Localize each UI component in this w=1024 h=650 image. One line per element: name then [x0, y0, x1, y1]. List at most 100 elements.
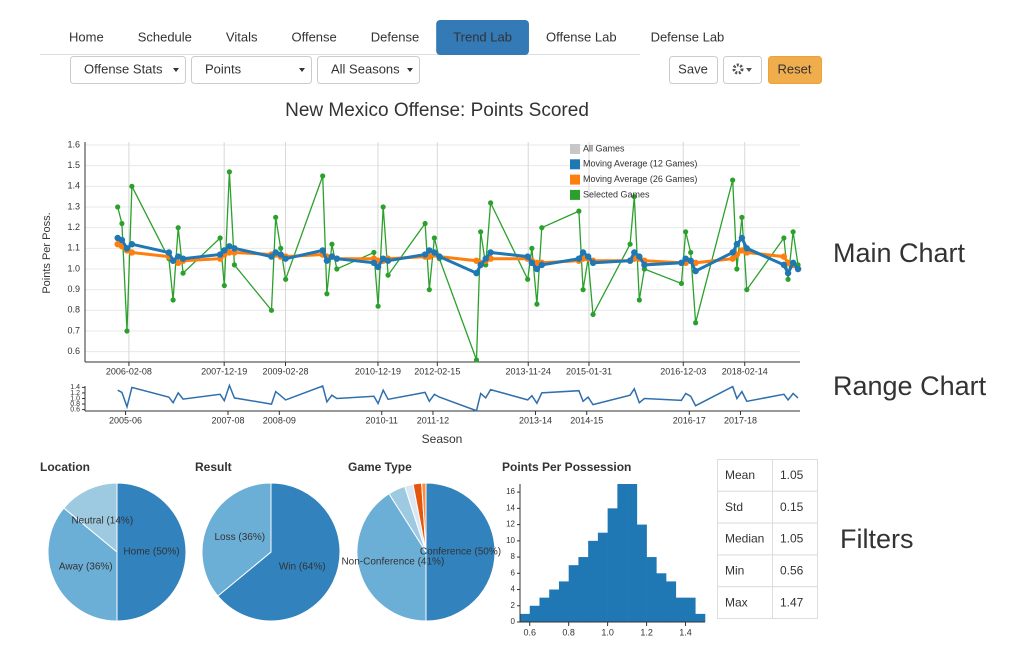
- y-tick-label: 1.0: [70, 395, 80, 402]
- legend-label: All Games: [583, 143, 625, 153]
- annotation: Range Chart: [833, 371, 987, 401]
- data-point: [124, 328, 130, 334]
- pie-slice: [421, 482, 427, 553]
- table-text: 1.47: [780, 595, 804, 609]
- data-point: [216, 251, 224, 258]
- data-point: [524, 253, 531, 260]
- x-tick-label: 2007-08: [211, 415, 244, 425]
- data-point: [324, 291, 330, 297]
- y-tick-label: 0.9: [67, 284, 80, 294]
- pie-label: Loss (36%): [214, 532, 265, 543]
- histogram-bar: [578, 557, 589, 622]
- data-point: [277, 251, 284, 258]
- pie-label: Neutral (14%): [71, 515, 133, 526]
- button-label: Save: [678, 61, 708, 76]
- data-point: [734, 266, 740, 272]
- table-cell: [772, 522, 818, 556]
- data-point: [226, 249, 233, 256]
- pie-slice: [47, 507, 118, 622]
- pie-slice: [116, 482, 187, 622]
- pie-label: Conference (50%): [420, 547, 501, 558]
- x-tick-label: 2015-01-31: [566, 366, 612, 376]
- x-tick-label: 2014-15: [570, 415, 603, 425]
- data-point: [785, 276, 791, 282]
- y-tick-label: 12: [506, 520, 515, 529]
- histogram-bar: [685, 597, 696, 622]
- nav-tab[interactable]: Vitals: [226, 29, 258, 44]
- nav-tab[interactable]: Trend Lab: [436, 20, 529, 55]
- data-point: [421, 251, 429, 258]
- select[interactable]: All Seasons: [317, 56, 420, 84]
- histogram-bar: [568, 565, 579, 622]
- data-point: [436, 253, 443, 260]
- data-point: [426, 287, 432, 293]
- data-point: [320, 173, 326, 179]
- data-point: [477, 261, 484, 269]
- histogram-bar: [607, 508, 618, 622]
- caret: [746, 68, 752, 72]
- pie-slice: [63, 482, 118, 554]
- data-point: [231, 245, 238, 252]
- data-point: [682, 255, 689, 262]
- data-point: [683, 229, 689, 235]
- data-point: [165, 249, 173, 256]
- nav-tab[interactable]: Home: [69, 29, 104, 44]
- select[interactable]: Points: [191, 56, 312, 84]
- data-point: [380, 204, 386, 210]
- data-point: [744, 287, 750, 293]
- data-point: [169, 257, 177, 264]
- histogram-bar: [675, 597, 686, 622]
- x-tick-label: 2013-14: [519, 415, 552, 425]
- y-tick-label: 4: [511, 585, 516, 594]
- data-point: [278, 245, 284, 251]
- table-text: 0.15: [780, 500, 804, 514]
- nav-tab[interactable]: Defense: [371, 29, 419, 44]
- data-point: [528, 259, 536, 266]
- y-tick-label: 14: [506, 503, 515, 512]
- y-tick-label: 1.2: [67, 222, 80, 232]
- y-tick-label: 1.0: [67, 263, 80, 273]
- data-point: [784, 269, 792, 277]
- pie-slice: [425, 482, 496, 622]
- button[interactable]: Reset: [768, 56, 822, 84]
- legend-swatch: [570, 159, 580, 170]
- data-point: [283, 276, 289, 282]
- data-point: [431, 249, 438, 256]
- select[interactable]: Offense Stats: [70, 56, 186, 84]
- tab-label: Trend Lab: [453, 29, 512, 44]
- data-point: [282, 255, 289, 262]
- data-point: [743, 245, 751, 252]
- legend-swatch: [570, 189, 580, 200]
- nav-tab[interactable]: Defense Lab: [651, 29, 725, 44]
- settings-button[interactable]: [723, 56, 762, 84]
- y-tick-label: 0.7: [67, 325, 80, 335]
- histogram-title: Points Per Possession: [502, 460, 631, 474]
- tab-label: Defense Lab: [651, 29, 725, 44]
- data-point: [631, 194, 637, 200]
- table-text: Max: [725, 595, 748, 609]
- histogram-bar: [636, 524, 647, 622]
- data-point: [529, 245, 535, 251]
- histogram-bar: [520, 613, 531, 622]
- table-cell: [772, 459, 818, 492]
- pie-title: Result: [195, 460, 232, 474]
- select-box: [317, 56, 420, 84]
- button[interactable]: Save: [669, 56, 718, 84]
- data-point: [631, 249, 638, 256]
- x-tick-label: 2007-12-19: [201, 366, 247, 376]
- data-point: [738, 234, 746, 242]
- data-point: [273, 214, 279, 220]
- annotation: Filters: [840, 524, 914, 554]
- y-tick-label: 1.6: [67, 139, 80, 149]
- data-point: [128, 241, 136, 248]
- nav-tab[interactable]: Offense Lab: [546, 29, 617, 44]
- y-tick-label: 10: [506, 536, 515, 545]
- pie-label: Non-Conference (41%): [341, 556, 444, 567]
- y-tick-label: 1.4: [70, 384, 80, 391]
- data-point: [678, 280, 685, 287]
- data-point: [180, 270, 186, 276]
- active-tab: [436, 20, 529, 55]
- histogram-bar: [588, 540, 599, 622]
- nav-tab[interactable]: Schedule: [138, 29, 192, 44]
- nav-tab[interactable]: Offense: [291, 29, 336, 44]
